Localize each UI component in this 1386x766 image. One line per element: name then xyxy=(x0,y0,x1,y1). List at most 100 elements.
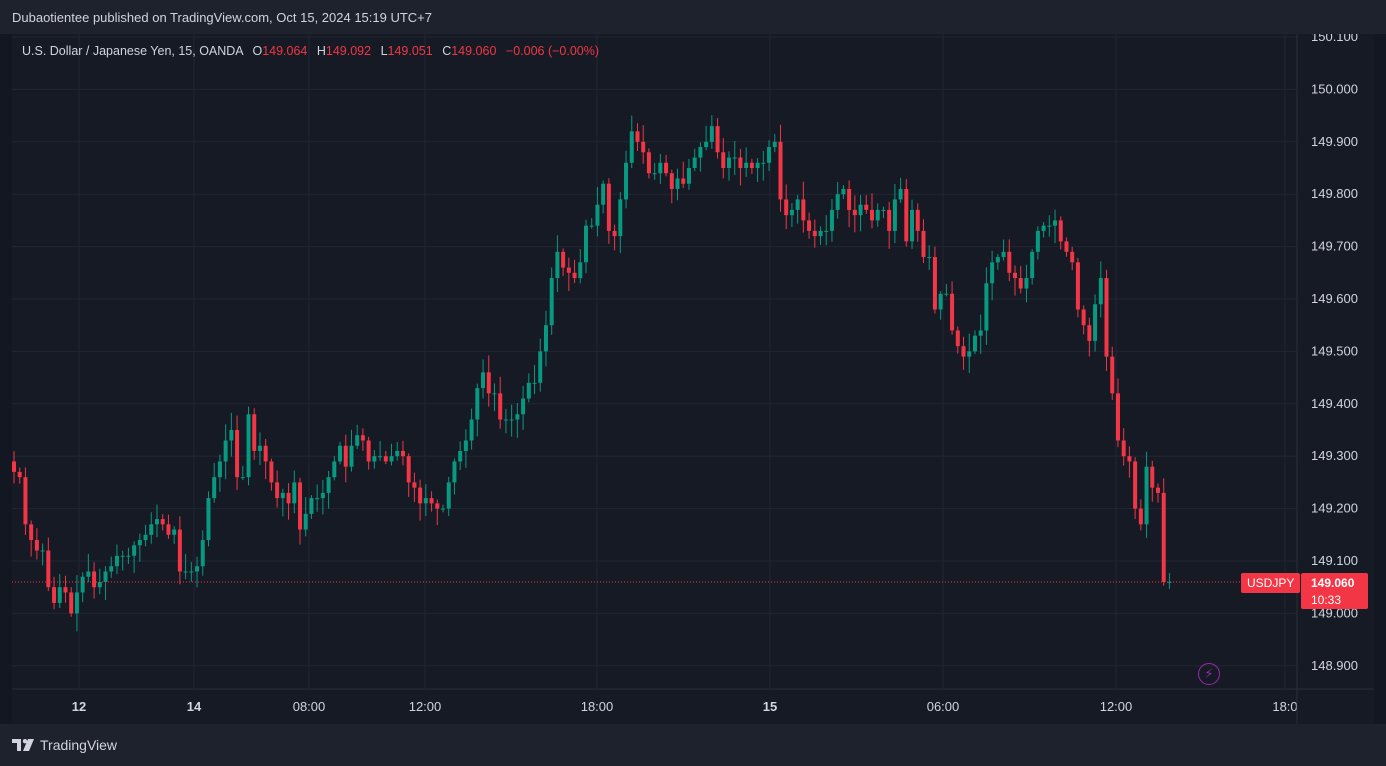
time-tick-label: 12:00 xyxy=(1100,699,1133,714)
candle-body xyxy=(1035,230,1040,252)
close-value: 149.060 xyxy=(451,44,497,58)
candle-body xyxy=(755,162,760,168)
candle-body xyxy=(418,487,423,504)
candle-body xyxy=(646,152,651,174)
candle-body xyxy=(944,293,949,295)
candle-body xyxy=(1150,466,1155,488)
candle-body xyxy=(990,262,995,284)
candle-body xyxy=(492,393,497,395)
candle-body xyxy=(40,550,45,552)
candle-body xyxy=(864,204,869,210)
candle-body xyxy=(338,445,343,462)
candle-body xyxy=(298,482,302,530)
candle-body xyxy=(818,230,823,237)
candle-body xyxy=(435,503,440,509)
candle-body xyxy=(881,209,886,211)
candle-body xyxy=(1001,251,1006,258)
candle-body xyxy=(360,435,365,441)
candle-body xyxy=(1058,220,1063,242)
candle-body xyxy=(252,414,257,451)
chart-area[interactable]: 150.100 150.000 149.900 149.800 149.700 149.6… xyxy=(12,34,1374,724)
candle-body xyxy=(17,471,22,478)
candle-body xyxy=(955,330,960,347)
candle-body xyxy=(326,477,331,493)
candlestick-chart[interactable]: 150.100 150.000 149.900 149.800 149.700 149.6… xyxy=(12,34,1374,724)
candle-body xyxy=(1098,278,1103,305)
candle-body xyxy=(910,209,915,242)
candle-body xyxy=(915,209,920,231)
tradingview-logo-icon xyxy=(12,739,34,751)
candle-body xyxy=(789,209,794,216)
candle-body xyxy=(658,162,663,174)
candle-body xyxy=(732,157,737,159)
candle-body xyxy=(137,540,142,546)
bar-countdown: 10:33 xyxy=(1311,593,1342,607)
tradingview-brand[interactable]: TradingView xyxy=(12,737,117,753)
candle-body xyxy=(1133,461,1138,509)
candle-body xyxy=(469,419,474,441)
candle-body xyxy=(932,257,937,310)
ohlc-legend: U.S. Dollar / Japanese Yen, 15, OANDA O1… xyxy=(22,44,599,58)
candle-body xyxy=(595,204,600,226)
header-bar xyxy=(0,0,1386,34)
time-tick-label: 18:00 xyxy=(581,699,614,714)
candle-body xyxy=(343,445,348,467)
candle-body xyxy=(612,230,617,237)
candle-body xyxy=(498,393,503,420)
candle-body xyxy=(446,482,451,509)
candle-body xyxy=(1121,440,1126,457)
candle-body xyxy=(114,555,119,567)
candle-body xyxy=(1007,251,1012,273)
last-price: 149.060 xyxy=(1311,576,1355,590)
candle-body xyxy=(235,430,240,478)
candle-body xyxy=(177,529,182,572)
candle-body xyxy=(812,230,817,237)
candle-body xyxy=(829,209,834,231)
candle-body xyxy=(269,461,274,483)
candle-body xyxy=(887,209,892,231)
candle-body xyxy=(715,126,720,153)
candle-body xyxy=(143,534,148,541)
time-tick-label: 12 xyxy=(72,699,86,714)
high-value: 149.092 xyxy=(325,44,372,58)
candle-body xyxy=(34,540,39,551)
candle-body xyxy=(389,456,394,462)
candle-body xyxy=(263,445,268,462)
candle-body xyxy=(778,141,783,200)
candle-body xyxy=(835,194,840,210)
candle-body xyxy=(1018,278,1023,289)
candle-body xyxy=(1064,241,1069,252)
candle-body xyxy=(86,571,91,577)
candle-body xyxy=(12,461,16,472)
price-tick-label: 149.800 xyxy=(1311,186,1358,201)
candle-body xyxy=(246,414,251,478)
candle-body xyxy=(841,188,846,195)
candle-body xyxy=(767,147,772,163)
candle-body xyxy=(1093,304,1098,341)
candle-body xyxy=(378,456,383,458)
footer-bar xyxy=(0,724,1386,766)
candle-body xyxy=(641,141,646,153)
candle-body xyxy=(1167,581,1172,583)
candle-body xyxy=(1075,262,1080,310)
candle-body xyxy=(549,278,554,326)
candle-body xyxy=(80,576,85,593)
candle-body xyxy=(57,587,62,603)
candle-body xyxy=(166,524,171,535)
instrument-name: U.S. Dollar / Japanese Yen, 15, OANDA xyxy=(22,44,243,58)
candle-body xyxy=(669,173,674,189)
price-tick-label: 150.000 xyxy=(1311,81,1358,96)
lightning-icon[interactable]: ⚡ xyxy=(1198,663,1220,685)
candle-body xyxy=(1041,225,1046,231)
candle-body xyxy=(1070,251,1075,263)
candle-body xyxy=(155,519,159,525)
candle-body xyxy=(1013,272,1017,279)
candle-body xyxy=(120,555,125,557)
candle-body xyxy=(984,283,989,331)
candle-body xyxy=(721,152,726,168)
candle-body xyxy=(1161,492,1166,582)
time-tick-label: 08:00 xyxy=(293,699,326,714)
candle-body xyxy=(475,388,480,420)
candle-body xyxy=(538,351,543,383)
candle-body xyxy=(29,524,34,541)
